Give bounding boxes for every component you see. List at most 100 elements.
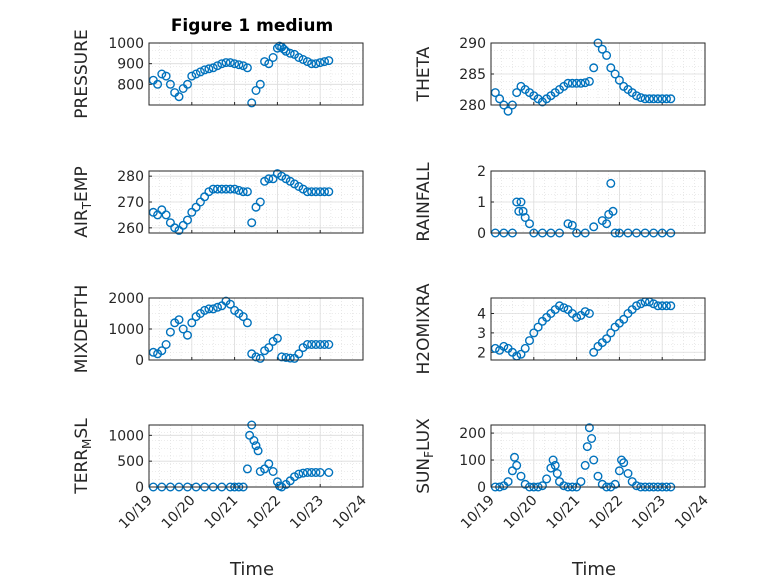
data-point <box>632 301 642 311</box>
data-point <box>302 468 312 478</box>
data-point <box>576 78 586 88</box>
data-point <box>632 91 642 101</box>
data-point <box>576 477 586 487</box>
data-point <box>285 353 295 363</box>
data-point <box>264 459 274 469</box>
data-point <box>311 187 321 197</box>
y-tick-label: 3 <box>477 326 486 342</box>
data-point <box>157 69 167 79</box>
axes-box <box>148 297 364 361</box>
data-point <box>606 63 616 73</box>
data-point <box>662 301 672 311</box>
data-point <box>260 57 270 67</box>
data-point <box>507 466 517 476</box>
data-point <box>217 59 227 69</box>
data-point <box>311 340 321 350</box>
data-point <box>294 349 304 359</box>
data-point <box>649 94 659 104</box>
data-point <box>666 301 676 311</box>
data-point <box>302 57 312 67</box>
data-point <box>580 460 590 470</box>
data-point <box>610 479 620 489</box>
data-point <box>584 309 594 319</box>
data-point <box>153 79 163 89</box>
x-tick-label: 10/19 <box>116 493 156 533</box>
data-point <box>247 218 257 228</box>
y-tick-label: 1000 <box>108 36 144 52</box>
data-point <box>649 299 659 309</box>
data-point <box>520 212 530 222</box>
data-point <box>253 446 263 456</box>
data-point <box>516 349 526 359</box>
data-point <box>242 63 252 73</box>
data-point <box>510 452 520 462</box>
data-point <box>525 336 535 346</box>
data-point <box>208 184 218 194</box>
data-point <box>217 184 227 194</box>
data-point <box>281 46 291 56</box>
data-point <box>277 352 287 362</box>
data-point <box>268 53 278 63</box>
data-point <box>324 187 334 197</box>
data-point <box>495 94 505 104</box>
data-point <box>542 474 552 484</box>
data-point <box>247 98 257 108</box>
data-point <box>606 328 616 338</box>
x-axis-label-right: Time <box>571 559 616 580</box>
axes-box <box>148 42 364 106</box>
data-point <box>230 184 240 194</box>
axes-box <box>148 170 364 234</box>
x-tick-label: 10/20 <box>501 493 541 533</box>
data-point <box>589 455 599 465</box>
data-point <box>617 455 627 465</box>
axes-box <box>148 424 364 488</box>
data-point <box>307 59 317 69</box>
data-point <box>518 206 528 216</box>
data-point <box>174 92 184 102</box>
data-point <box>221 58 231 68</box>
data-point <box>234 60 244 70</box>
data-point <box>204 64 214 74</box>
data-point <box>272 333 282 343</box>
data-point <box>320 187 330 197</box>
data-point <box>653 94 663 104</box>
data-point <box>602 50 612 60</box>
data-point <box>548 455 558 465</box>
data-point <box>636 299 646 309</box>
data-point <box>533 322 543 332</box>
x-tick-label: 10/24 <box>672 492 712 532</box>
y-axis-label: SUNFLUX <box>414 418 436 494</box>
axes-box <box>490 424 706 488</box>
data-point <box>178 220 188 230</box>
data-point <box>268 467 278 477</box>
data-point <box>255 353 265 363</box>
data-point <box>657 94 667 104</box>
data-point <box>597 44 607 54</box>
y-tick-label: 270 <box>117 195 144 211</box>
data-point <box>298 468 308 478</box>
y-tick-label: 1000 <box>108 428 144 444</box>
data-point <box>242 318 252 328</box>
subplot-mixdepth: 0 1000 2000 MIXDEPTH <box>72 285 364 374</box>
data-point <box>165 79 175 89</box>
data-point <box>272 477 282 487</box>
axes-box <box>490 42 706 106</box>
x-axis-label-left: Time <box>229 559 274 580</box>
data-point <box>516 471 526 481</box>
data-point <box>320 57 330 67</box>
data-point <box>182 330 192 340</box>
data-point <box>311 468 321 478</box>
x-tick-label: 10/24 <box>330 492 370 532</box>
subplot-theta: 280 285 290 THETA <box>414 36 706 116</box>
data-point <box>307 340 317 350</box>
y-axis-label: MIXDEPTH <box>72 285 92 374</box>
data-point <box>221 184 231 194</box>
y-tick-label: 2 <box>477 164 486 180</box>
data-point <box>307 468 317 478</box>
x-tick-label: 10/21 <box>202 493 242 533</box>
data-point <box>520 343 530 353</box>
y-tick-label: 290 <box>459 36 486 52</box>
data-point <box>606 178 616 188</box>
data-point <box>657 301 667 311</box>
data-point <box>255 197 265 207</box>
